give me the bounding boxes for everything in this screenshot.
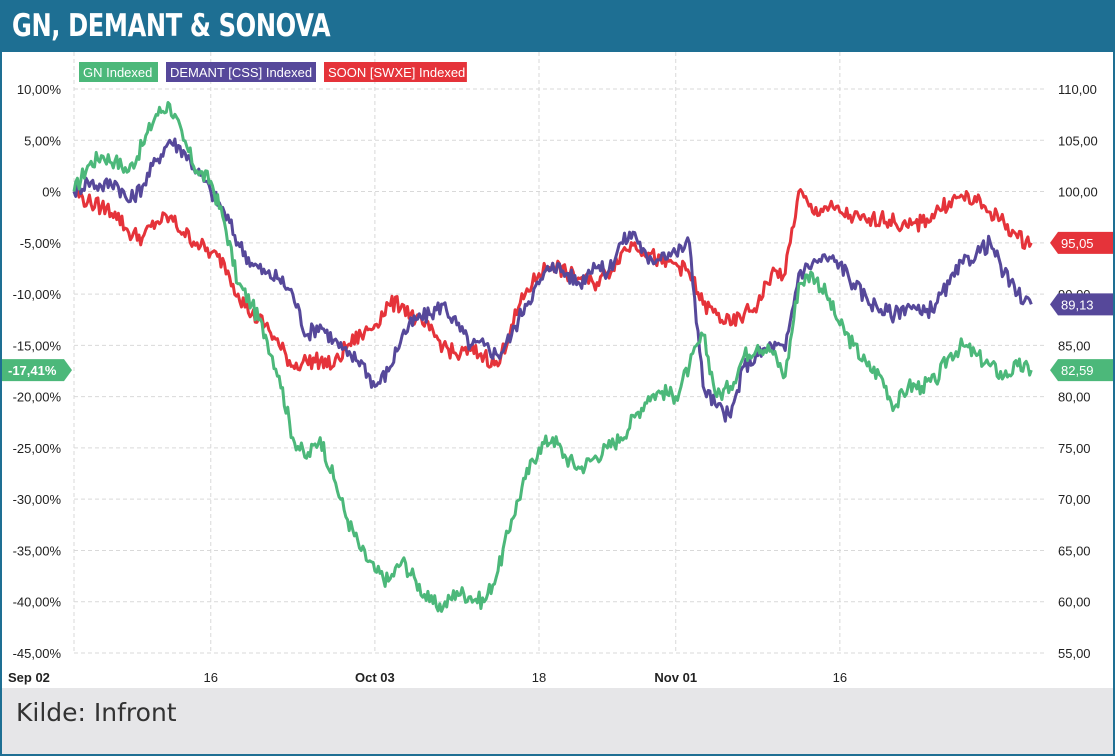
x-axis-tick: Oct 03 bbox=[355, 670, 395, 685]
left-axis-tick: -40,00% bbox=[13, 595, 62, 610]
left-axis-tick: 0% bbox=[42, 185, 61, 200]
footer-bar: Kilde: Infront bbox=[2, 688, 1113, 754]
x-axis-tick: Nov 01 bbox=[654, 670, 697, 685]
x-axis-tick: Sep 02 bbox=[8, 670, 50, 685]
soon-last-value-text: 95,05 bbox=[1061, 236, 1094, 251]
left-axis-tick: -35,00% bbox=[13, 543, 62, 558]
soon-series-line bbox=[72, 188, 1033, 372]
header-bar: GN, DEMANT & SONOVA bbox=[2, 2, 1113, 52]
left-axis-tick: -25,00% bbox=[13, 441, 62, 456]
demant-last-value: 89,13 bbox=[1050, 293, 1113, 316]
gn-last-value-left-shape bbox=[2, 359, 72, 382]
right-axis-tick: 65,00 bbox=[1058, 543, 1091, 558]
chart-title: GN, DEMANT & SONOVA bbox=[12, 8, 331, 44]
legend-gn: GN Indexed bbox=[79, 62, 158, 82]
legend-soon-chip bbox=[324, 62, 467, 82]
demant-last-value-shape bbox=[1050, 293, 1113, 316]
legend-soon: SOON [SWXE] Indexed bbox=[324, 62, 467, 82]
right-axis-tick: 60,00 bbox=[1058, 595, 1091, 610]
legend-gn-chip bbox=[79, 62, 158, 82]
left-axis-tick: -5,00% bbox=[20, 236, 62, 251]
gn-last-value-right-shape bbox=[1050, 359, 1113, 382]
left-axis-tick: -20,00% bbox=[13, 390, 62, 405]
legend-demant-label: DEMANT [CSS] Indexed bbox=[170, 65, 312, 80]
left-axis-tick: 5,00% bbox=[24, 133, 61, 148]
left-axis-tick: -10,00% bbox=[13, 287, 62, 302]
gn-last-value-left-text: -17,41% bbox=[8, 363, 57, 378]
right-axis-tick: 110,00 bbox=[1058, 82, 1097, 97]
right-axis-tick: 55,00 bbox=[1058, 646, 1091, 661]
gn-last-value-right-text: 82,59 bbox=[1061, 363, 1094, 378]
line-chart: 10,00% 110,00 5,00% 105,00 0% 100,00 -5,00% 95,… bbox=[2, 52, 1113, 685]
soon-last-value: 95,05 bbox=[1050, 231, 1113, 254]
demant-series-line bbox=[72, 137, 1033, 423]
legend-gn-label: GN Indexed bbox=[83, 65, 152, 80]
left-axis-tick: -30,00% bbox=[13, 492, 62, 507]
soon-last-value-shape bbox=[1050, 231, 1113, 254]
gn-last-value-left: -17,41% bbox=[2, 359, 72, 382]
right-axis-tick: 70,00 bbox=[1058, 492, 1091, 507]
x-axis-tick: 16 bbox=[204, 670, 218, 685]
source-label: Kilde: Infront bbox=[16, 698, 177, 727]
left-axis-tick: 10,00% bbox=[17, 82, 62, 97]
legend-demant: DEMANT [CSS] Indexed bbox=[166, 62, 316, 82]
legend-demant-chip bbox=[166, 62, 316, 82]
right-axis-tick: 105,00 bbox=[1058, 133, 1098, 148]
left-axis-tick: -15,00% bbox=[13, 338, 62, 353]
gn-last-value-right: 82,59 bbox=[1050, 359, 1113, 382]
x-axis-tick: 18 bbox=[532, 670, 546, 685]
x-axis-tick: 16 bbox=[833, 670, 847, 685]
right-axis-tick: 100,00 bbox=[1058, 185, 1098, 200]
right-axis-tick: 85,00 bbox=[1058, 338, 1091, 353]
right-axis-tick: 80,00 bbox=[1058, 390, 1091, 405]
legend-soon-label: SOON [SWXE] Indexed bbox=[328, 65, 465, 80]
gn-series-line bbox=[72, 101, 1033, 613]
demant-last-value-text: 89,13 bbox=[1061, 297, 1094, 312]
left-axis-tick: -45,00% bbox=[13, 646, 62, 661]
right-axis-tick: 75,00 bbox=[1058, 441, 1091, 456]
